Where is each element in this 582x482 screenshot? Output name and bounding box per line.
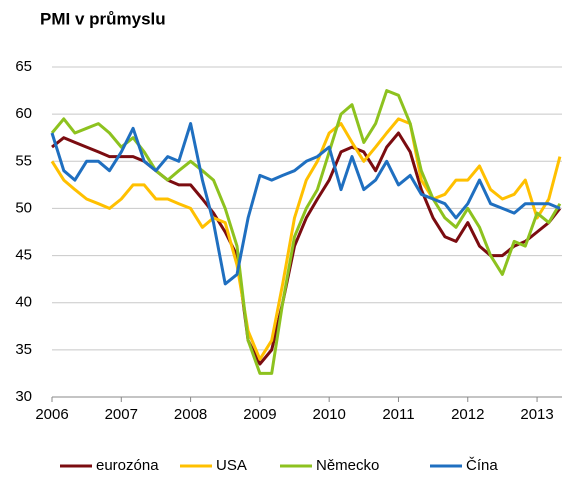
x-tick-label: 2011 (382, 406, 414, 423)
series-line (50, 122, 561, 286)
y-tick-label: 30 (15, 388, 32, 405)
legend-label: eurozóna (96, 457, 159, 474)
series-line (51, 131, 562, 366)
y-tick-label: 55 (15, 152, 32, 169)
y-tick-label: 65 (15, 58, 32, 75)
series-line (50, 89, 562, 375)
legend-label: USA (216, 457, 247, 474)
x-tick-label: 2007 (105, 406, 138, 423)
x-tick-label: 2006 (35, 406, 68, 423)
y-tick-label: 60 (15, 105, 32, 122)
series-line (50, 117, 562, 361)
x-tick-label: 2010 (312, 406, 345, 423)
legend-label: Čína (466, 457, 498, 474)
legend-label: Německo (316, 457, 379, 474)
y-tick-label: 45 (15, 247, 32, 264)
x-tick-label: 2008 (174, 406, 207, 423)
y-tick-label: 50 (15, 199, 32, 216)
y-tick-label: 35 (15, 341, 32, 358)
x-tick-label: 2013 (520, 406, 553, 423)
chart-title: PMI v průmyslu (40, 9, 166, 28)
y-tick-label: 40 (15, 294, 32, 311)
x-tick-label: 2009 (243, 406, 276, 423)
x-tick-label: 2012 (451, 406, 484, 423)
